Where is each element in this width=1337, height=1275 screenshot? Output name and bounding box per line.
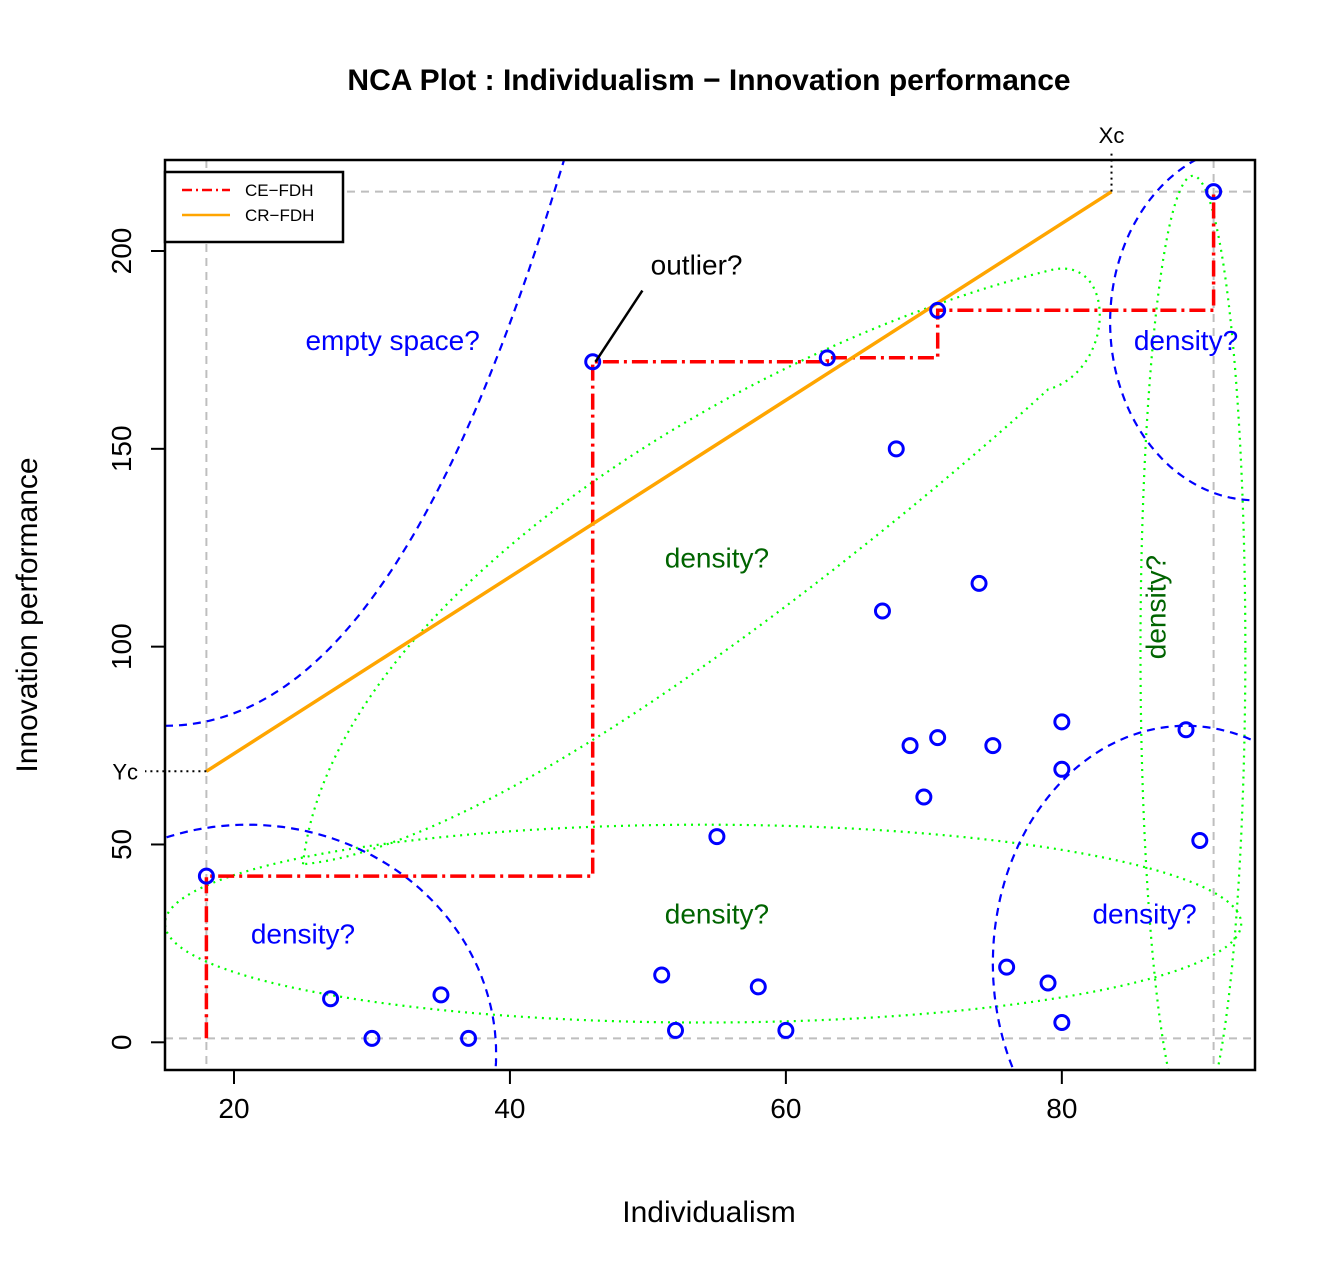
y-tick-label: 150	[106, 425, 137, 472]
data-point	[873, 602, 891, 620]
data-point	[653, 966, 671, 984]
data-point	[901, 737, 919, 755]
y-tick-label: 100	[106, 623, 137, 670]
data-point	[1191, 832, 1209, 850]
y-tick-label: 50	[106, 829, 137, 860]
data-point	[197, 867, 215, 885]
data-point	[363, 1029, 381, 1047]
annotation-label: outlier?	[651, 250, 743, 281]
data-point	[432, 986, 450, 1004]
data-point	[970, 574, 988, 592]
xc-label: Xc	[1099, 123, 1125, 148]
annotation-label: empty space?	[305, 325, 479, 356]
ceiling-lines	[204, 190, 1216, 1039]
outlier-pointer	[594, 289, 644, 363]
data-point	[1039, 974, 1057, 992]
y-tick-label: 0	[106, 1035, 137, 1051]
data-point	[1053, 1014, 1071, 1032]
x-tick-label: 80	[1046, 1093, 1077, 1124]
data-point	[887, 440, 905, 458]
lower-density-ellipse	[165, 823, 1243, 1024]
annotation-shapes	[165, 160, 1255, 1070]
legend-label: CE−FDH	[245, 181, 313, 200]
data-point	[915, 788, 933, 806]
annotations: outlier? empty space? density? density? dens…	[251, 250, 1238, 950]
x-tick-label: 40	[494, 1093, 525, 1124]
data-point	[667, 1021, 685, 1039]
data-point	[749, 978, 767, 996]
data-point	[818, 349, 836, 367]
data-point	[1053, 760, 1071, 778]
data-point	[1177, 721, 1195, 739]
upper-boundary-curve	[165, 160, 566, 727]
data-point	[984, 737, 1002, 755]
data-point	[998, 958, 1016, 976]
legend-box	[163, 170, 345, 244]
data-point	[708, 828, 726, 846]
plot-region: outlier? empty space? density? density? dens…	[165, 160, 1255, 1070]
y-tick-label: 200	[106, 228, 137, 275]
right-density-ellipse	[1139, 174, 1247, 1070]
data-point	[1053, 713, 1071, 731]
legend-label: CR−FDH	[245, 206, 314, 225]
x-axis-label: Individualism	[622, 1196, 795, 1229]
data-point	[929, 729, 947, 747]
annotation-label: density?	[251, 918, 355, 949]
data-point	[584, 353, 602, 371]
data-point	[777, 1021, 795, 1039]
x-tick-label: 20	[218, 1093, 249, 1124]
data-point	[460, 1029, 478, 1047]
y-axis-label: Innovation performance	[11, 457, 44, 772]
upper-right-density-curve	[1108, 160, 1255, 502]
lower-right-density-curve	[991, 724, 1255, 1070]
annotation-label: density?	[1134, 325, 1238, 356]
x-axis: 20 40 60 80	[218, 1069, 1077, 1124]
yc-label: Yc	[112, 759, 138, 784]
y-axis: 0 50 100 150 200	[106, 228, 166, 1051]
x-tick-label: 60	[770, 1093, 801, 1124]
data-point	[322, 990, 340, 1008]
legend: CE−FDH CR−FDH	[163, 170, 345, 244]
xc-yc-markers: Xc Yc	[112, 123, 1124, 784]
diagonal-density-ellipse	[301, 267, 1101, 866]
annotation-label: density?	[665, 899, 769, 930]
ce-fdh-line	[204, 191, 1216, 1039]
annotation-label: density?	[1092, 899, 1196, 930]
lower-left-density-curve	[165, 823, 498, 1070]
data-point	[1205, 183, 1223, 201]
data-points	[197, 183, 1223, 1047]
annotation-label: density?	[665, 543, 769, 574]
cr-fdh-line	[205, 190, 1113, 773]
chart-title: NCA Plot : Individualism − Innovation pe…	[347, 64, 1070, 97]
annotation-label: density?	[1140, 555, 1171, 659]
data-point	[929, 301, 947, 319]
